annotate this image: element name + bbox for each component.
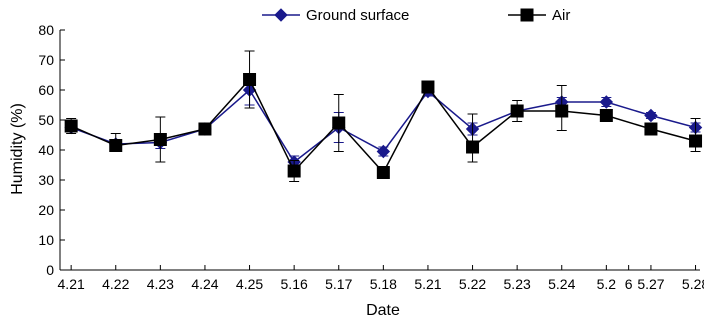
x-tick-label: 4.23 [147,276,174,292]
marker-square [520,8,534,22]
x-tick-label: 4.24 [191,276,218,292]
x-tick-label: 5.27 [637,276,664,292]
marker-diamond [599,95,614,109]
y-tick-label: 60 [38,82,54,98]
x-tick-label: 5.24 [548,276,575,292]
x-tick-label: 4.21 [58,276,85,292]
y-tick-label: 20 [38,202,54,218]
marker-square [376,166,390,179]
y-tick-label: 40 [38,142,54,158]
legend-item: Ground surface [262,7,409,24]
legend-item: Air [508,7,570,24]
x-tick-label: 5.18 [370,276,397,292]
legend: Ground surface Air [262,7,570,24]
marker-square [332,116,346,130]
x-tick-label: 4.22 [102,276,129,292]
x-axis-title: Date [366,302,400,319]
x-tick-label: 5.22 [459,276,486,292]
x-tick-label: 5.2 [597,276,617,292]
marker-square [466,140,480,154]
y-tick-label: 30 [38,172,54,188]
series-line [70,78,696,174]
marker-square [287,164,301,178]
marker-square [198,122,212,136]
x-tick-label: 5.16 [281,276,308,292]
x-tick-label: 6 [625,276,633,292]
y-tick-label: 10 [38,232,54,248]
marker-square [510,104,524,118]
marker-square [555,104,569,118]
y-tick-label: 0 [46,262,54,278]
marker-square [153,133,167,146]
axes-layer: 0 10 20 30 40 50 60 70 80 4.21 4.22 4.23 4.24 4.25 5.1… [38,22,704,292]
marker-square [109,139,123,152]
y-tick-label: 80 [38,22,54,38]
series-air [64,50,703,182]
x-tick-label: 5.28 [682,276,704,292]
marker-square [421,80,435,94]
marker-diamond [274,8,288,22]
x-tick-label: 5.17 [325,276,352,292]
marker-square [243,73,257,86]
marker-square [64,119,78,133]
y-tick-label: 70 [38,52,54,68]
marker-square [644,122,658,136]
y-axis-title: Humidity (%) [9,103,26,195]
legend-label: Ground surface [306,7,409,24]
marker-diamond [376,144,391,159]
y-tick-label: 50 [38,112,54,128]
marker-diamond [644,108,658,123]
legend-label: Air [552,7,570,24]
series-layer [64,50,703,182]
x-tick-label: 5.21 [414,276,441,292]
marker-square [599,109,613,122]
x-tick-label: 4.25 [236,276,263,292]
x-tick-label: 5.23 [504,276,531,292]
marker-square [689,134,703,148]
